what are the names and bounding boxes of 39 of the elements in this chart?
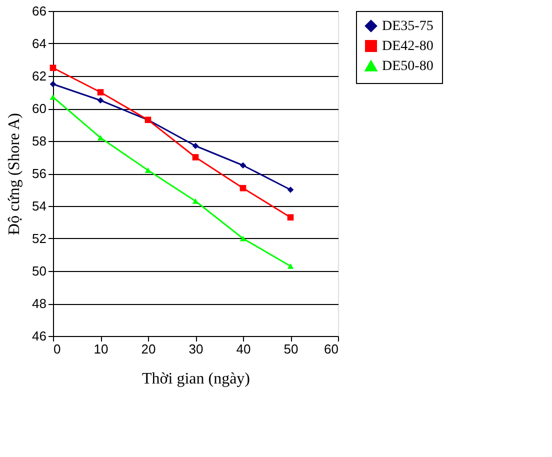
x-tick-label: 0: [54, 342, 61, 356]
y-tick-label: 48: [32, 296, 46, 311]
y-tick-label: 50: [32, 264, 46, 278]
x-axis-title: Thời gian (ngày): [142, 370, 250, 388]
point: [240, 162, 246, 169]
x-tick-label: 60: [324, 342, 338, 356]
point: [192, 154, 199, 160]
point: [240, 184, 246, 192]
point: [287, 214, 294, 221]
x-tick-label: 40: [236, 342, 251, 356]
point: [287, 263, 294, 269]
x-tick-label: 10: [94, 342, 108, 356]
y-tick-label: 60: [32, 101, 46, 116]
y-tick-label: 52: [32, 231, 46, 246]
legend-label: DE50-80: [382, 59, 434, 74]
y-tick-label: 64: [32, 36, 46, 51]
legend-label: DE42-80: [382, 39, 434, 54]
point: [144, 168, 152, 173]
y-tick-label: 66: [32, 4, 46, 18]
point: [97, 97, 104, 104]
point: [50, 80, 56, 88]
point: [50, 94, 56, 100]
point: [192, 142, 199, 150]
x-tick-label: 50: [284, 342, 298, 356]
point: [50, 64, 56, 72]
y-axis-title: Độ cứng (Shore A): [6, 113, 24, 235]
point: [240, 236, 246, 242]
y-tick-label: 56: [32, 166, 46, 181]
x-tick-label: 30: [188, 342, 204, 356]
y-tick-label: 54: [32, 198, 46, 214]
y-tick-label: 46: [32, 328, 46, 344]
point: [97, 135, 104, 140]
point: [287, 186, 294, 193]
y-tick-label: 58: [32, 134, 46, 148]
legend-label: DE35-75: [382, 19, 434, 34]
y-tick-label: 62: [32, 68, 46, 84]
point: [192, 198, 199, 204]
x-tick-label: 20: [141, 342, 156, 356]
point: [97, 89, 104, 96]
